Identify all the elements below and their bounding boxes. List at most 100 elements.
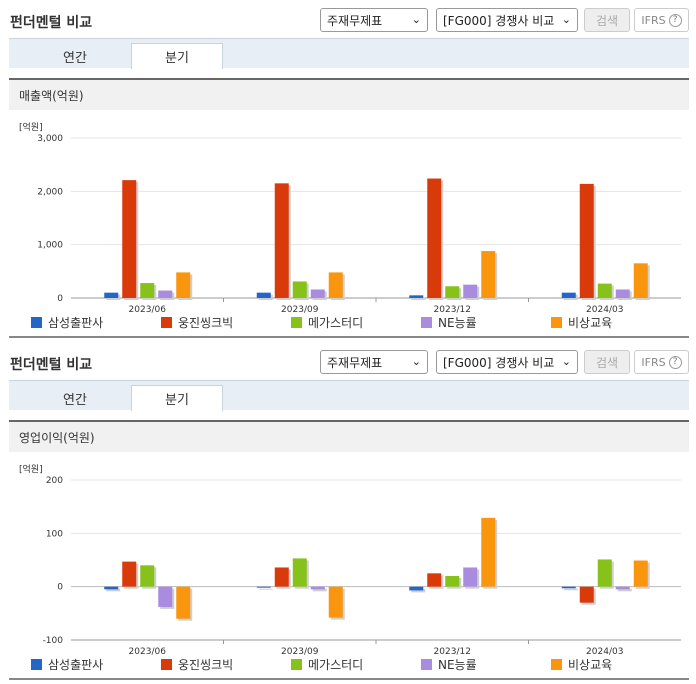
y-tick-label: 0: [57, 583, 63, 593]
y-tick-label: 1,000: [37, 241, 63, 251]
bar: [445, 576, 460, 587]
bar: [615, 586, 630, 590]
x-tick-label: 2023/06: [129, 647, 167, 657]
bar: [122, 561, 137, 587]
legend-swatch: [551, 659, 562, 670]
x-tick-label: 2024/03: [586, 647, 623, 657]
y-unit-label: [억원]: [19, 465, 43, 475]
legend-label: 웅진씽크빅: [178, 658, 234, 672]
bar: [633, 560, 648, 587]
bar: [481, 251, 496, 298]
bar: [463, 284, 478, 298]
period-tabs: 연간 분기: [9, 38, 689, 69]
bar: [328, 586, 343, 618]
legend-item[interactable]: 메가스터디: [291, 656, 421, 673]
legend-label: 비상교육: [568, 316, 613, 330]
bar: [158, 586, 173, 607]
help-icon: ?: [668, 13, 682, 27]
bar: [104, 586, 119, 590]
legend-item[interactable]: 삼성출판사: [31, 656, 161, 673]
y-tick-label: -100: [43, 636, 64, 646]
bar: [615, 289, 630, 298]
bar: [274, 567, 289, 587]
y-tick-label: 200: [46, 476, 63, 486]
chevron-down-icon: ⌄: [411, 13, 421, 26]
competitor-select[interactable]: [FG000] 경쟁사 비교 ⌄: [436, 350, 578, 374]
bar: [579, 183, 594, 298]
legend-swatch: [291, 317, 302, 328]
bar: [561, 586, 576, 589]
bar: [409, 586, 424, 591]
period-tabs: 연간 분기: [9, 380, 689, 411]
y-tick-label: 0: [57, 294, 63, 304]
bar: [158, 290, 173, 298]
legend-label: 메가스터디: [308, 658, 364, 672]
ifrs-button[interactable]: IFRS ?: [634, 350, 689, 374]
bar-shadow: [411, 588, 426, 593]
bar: [274, 183, 289, 298]
bar: [463, 567, 478, 587]
bar: [579, 586, 594, 603]
y-tick-label: 3,000: [37, 134, 63, 144]
legend-item[interactable]: 삼성출판사: [31, 314, 161, 331]
legend-label: 삼성출판사: [48, 316, 104, 330]
bar: [310, 289, 325, 298]
legend-swatch: [31, 659, 42, 670]
statement-select[interactable]: 주재무제표 ⌄: [320, 8, 428, 32]
tab-annual[interactable]: 연간: [63, 50, 87, 66]
legend-label: 비상교육: [568, 658, 613, 672]
legend-item[interactable]: NE능률: [421, 314, 551, 331]
operating-profit-chart-panel: 영업이익(억원) [억원] -100 0 100 200 2023/06 2023/09 2…: [9, 420, 689, 680]
search-button[interactable]: 검색: [584, 350, 630, 374]
legend-item[interactable]: NE능률: [421, 656, 551, 673]
bar: [328, 272, 343, 298]
legend-item[interactable]: 웅진씽크빅: [161, 314, 291, 331]
fundamental-section-1: 펀더멘털 비교 주재무제표 ⌄ [FG000] 경쟁사 비교 ⌄ 검색 IFRS…: [9, 8, 689, 338]
search-button[interactable]: 검색: [584, 8, 630, 32]
bar: [445, 286, 460, 298]
competitor-select-value: [FG000] 경쟁사 비교: [443, 13, 555, 28]
chevron-down-icon: ⌄: [561, 355, 571, 368]
bar: [409, 295, 424, 298]
chart-legend: 삼성출판사 웅진씽크빅 메가스터디 NE능률 비상교육: [31, 314, 681, 331]
fundamental-section-2: 펀더멘털 비교 주재무제표 ⌄ [FG000] 경쟁사 비교 ⌄ 검색 IFRS…: [0, 342, 696, 684]
bar: [256, 292, 271, 298]
legend-swatch: [31, 317, 42, 328]
bar-shadow: [106, 588, 121, 592]
revenue-chart: 0 1,000 2,000 3,000 2023/06 2023/09 2023/12 202…: [37, 134, 681, 315]
x-tick-label: 2023/12: [434, 305, 471, 315]
legend-swatch: [291, 659, 302, 670]
divider: [9, 336, 689, 338]
bar: [140, 283, 155, 298]
legend-label: 삼성출판사: [48, 658, 104, 672]
bar: [427, 573, 442, 587]
legend-label: NE능률: [438, 316, 477, 330]
chart-title: 매출액(억원): [9, 80, 689, 110]
legend-swatch: [421, 317, 432, 328]
bar: [427, 178, 442, 298]
legend-item[interactable]: 메가스터디: [291, 314, 421, 331]
tab-quarterly[interactable]: 분기: [131, 43, 223, 69]
ifrs-button[interactable]: IFRS ?: [634, 8, 689, 32]
ifrs-label: IFRS: [641, 13, 666, 27]
bar: [597, 559, 612, 587]
legend-swatch: [161, 659, 172, 670]
bar: [122, 180, 137, 298]
legend-item[interactable]: 웅진씽크빅: [161, 656, 291, 673]
revenue-chart-panel: 매출액(억원) [억원] 0 1,000 2,000 3,000 2023/06 2023…: [9, 78, 689, 338]
ifrs-label: IFRS: [641, 355, 666, 369]
legend-swatch: [551, 317, 562, 328]
bar: [292, 281, 307, 298]
competitor-select[interactable]: [FG000] 경쟁사 비교 ⌄: [436, 8, 578, 32]
bar: [176, 586, 191, 619]
bar-shadow: [258, 588, 273, 590]
tab-annual[interactable]: 연간: [63, 392, 87, 408]
chevron-down-icon: ⌄: [561, 13, 571, 26]
statement-select[interactable]: 주재무제표 ⌄: [320, 350, 428, 374]
tab-quarterly[interactable]: 분기: [131, 385, 223, 411]
y-tick-label: 2,000: [37, 187, 63, 197]
legend-item[interactable]: 비상교육: [551, 314, 681, 331]
legend-item[interactable]: 비상교육: [551, 656, 681, 673]
x-tick-label: 2023/09: [281, 647, 319, 657]
x-tick-label: 2023/12: [434, 647, 471, 657]
